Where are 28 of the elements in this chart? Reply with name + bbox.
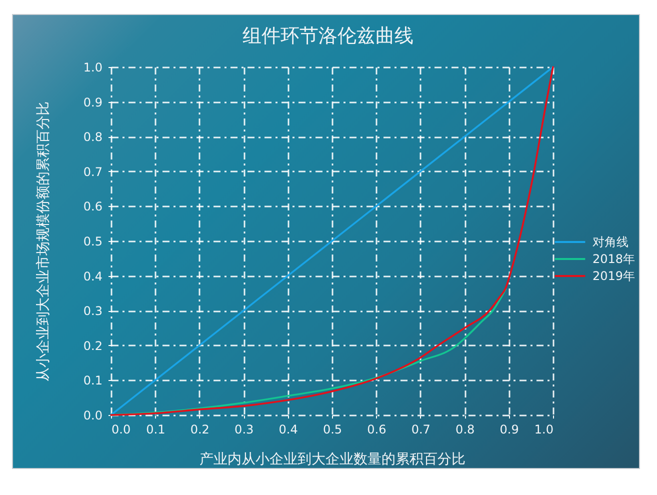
y-tick-label: 0.8 [83, 130, 102, 144]
x-tick-label: 0.3 [234, 422, 254, 436]
x-tick-label: 0.0 [112, 422, 131, 436]
legend-label: 2018年 [592, 252, 636, 266]
y-tick-label: 0.3 [83, 304, 102, 318]
y-tick-label: 0.9 [83, 95, 102, 110]
x-tick-label: 0.1 [146, 422, 166, 436]
x-axis-title: 产业内从小企业到大企业数量的累积百分比 [200, 452, 466, 468]
x-tick-label: 0.2 [190, 422, 210, 436]
y-tick-label: 0.6 [83, 200, 102, 214]
x-tick-label: 0.7 [411, 422, 430, 436]
y-tick-label: 0.1 [83, 374, 102, 388]
y-tick-label: 0.4 [83, 269, 102, 284]
y-axis-title: 从小企业到大企业市场规模份额的累积百分比 [35, 102, 52, 382]
x-tick-label: 1.0 [534, 422, 554, 436]
legend-label: 对角线 [592, 235, 628, 249]
x-tick-label: 0.9 [500, 422, 519, 436]
x-tick-label: 0.6 [367, 422, 386, 436]
y-tick-label: 0.0 [83, 408, 102, 422]
y-tick-label: 0.2 [83, 338, 102, 353]
x-tick-label: 0.5 [322, 422, 342, 436]
x-tick-label: 0.8 [456, 422, 475, 436]
y-tick-label: 0.5 [83, 234, 102, 248]
y-tick-label: 1.0 [83, 60, 102, 74]
legend-label: 2019年 [592, 269, 636, 283]
chart-title: 组件环节洛伦兹曲线 [242, 25, 414, 47]
x-tick-label: 0.4 [278, 422, 298, 436]
y-tick-label: 0.7 [83, 164, 102, 179]
